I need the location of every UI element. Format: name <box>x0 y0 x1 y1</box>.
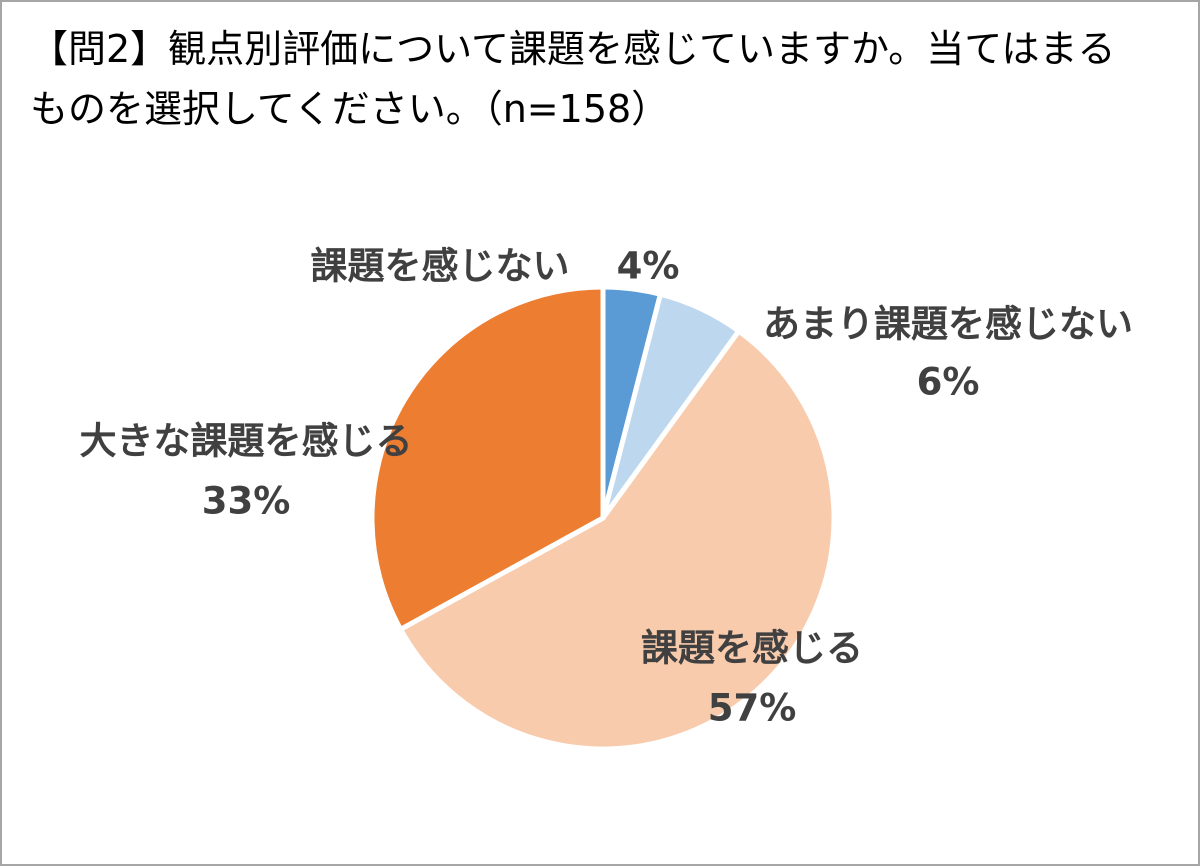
pie-slice <box>369 284 606 632</box>
value-label: 4% <box>617 245 680 288</box>
category-label: 課題を感じる <box>641 627 863 670</box>
pie-slice <box>398 328 837 752</box>
category-label: 大きな課題を感じる <box>80 420 413 463</box>
category-label: 課題を感じない <box>311 245 570 288</box>
category-label: あまり課題を感じない <box>763 303 1133 346</box>
chart-title: 【問2】観点別評価について課題を感じていますか。当てはまる <box>30 27 1116 71</box>
chart-title: ものを選択してください。（n=158） <box>30 87 669 131</box>
value-label: 33% <box>202 480 291 523</box>
value-label: 6% <box>917 361 980 404</box>
value-label: 57% <box>708 687 797 730</box>
